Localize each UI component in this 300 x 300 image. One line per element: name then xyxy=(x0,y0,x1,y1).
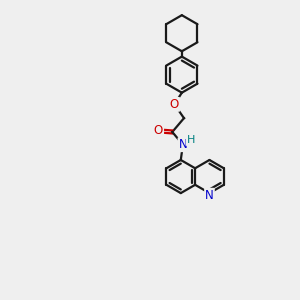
Text: N: N xyxy=(205,189,214,202)
Text: O: O xyxy=(170,98,179,111)
Text: H: H xyxy=(187,135,195,145)
Text: N: N xyxy=(178,138,187,151)
Text: O: O xyxy=(154,124,163,137)
